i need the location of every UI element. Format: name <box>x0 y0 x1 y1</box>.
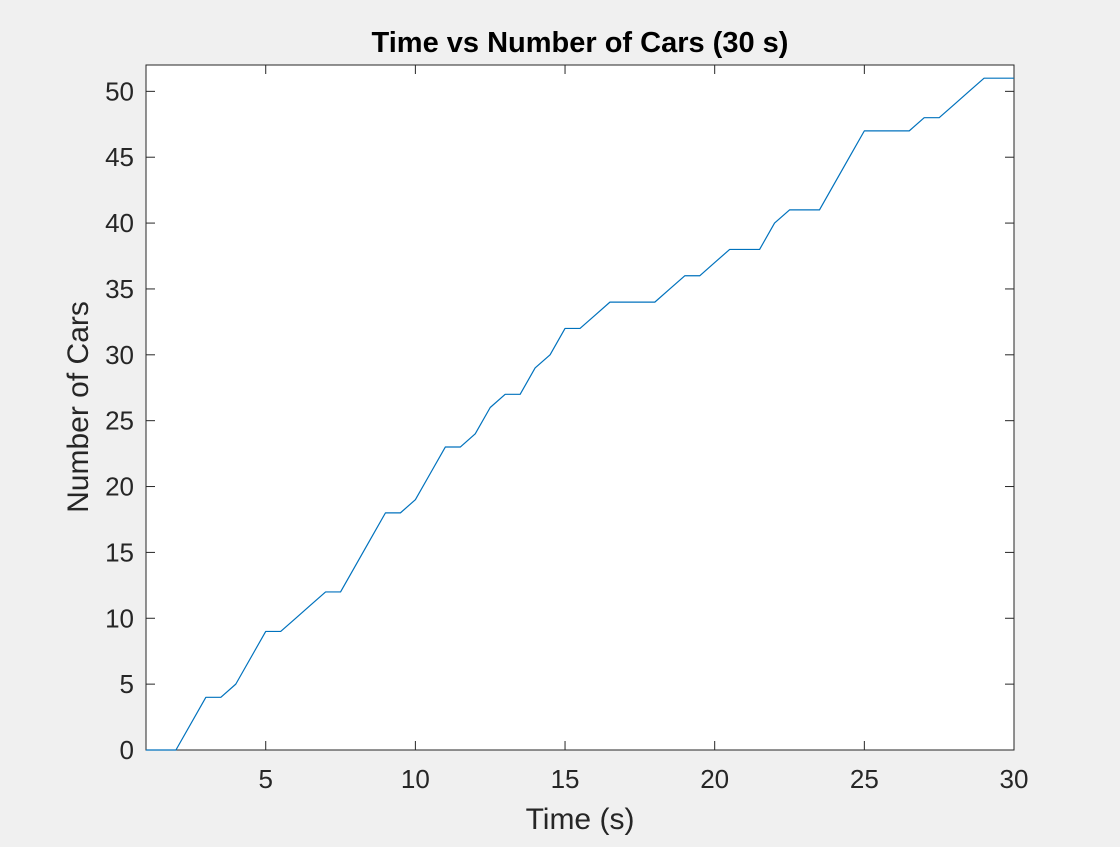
y-tick-label: 45 <box>105 142 134 172</box>
y-tick-label: 20 <box>105 472 134 502</box>
y-tick-label: 40 <box>105 208 134 238</box>
y-tick-label: 35 <box>105 274 134 304</box>
y-tick-label: 0 <box>120 735 134 765</box>
x-tick-label: 10 <box>401 764 430 794</box>
chart-title: Time vs Number of Cars (30 s) <box>372 27 789 59</box>
x-tick-label: 15 <box>551 764 580 794</box>
plot-area <box>145 64 1015 751</box>
x-axis-label: Time (s) <box>526 803 635 836</box>
y-tick-label: 10 <box>105 603 134 633</box>
tick-labels: 5 10 15 20 25 30 0 5 10 15 20 25 30 35 40 45 50 <box>105 76 1028 794</box>
y-tick-label: 25 <box>105 406 134 436</box>
y-tick-label: 15 <box>105 537 134 567</box>
series-line <box>146 77 1014 751</box>
y-tick-label: 5 <box>120 669 134 699</box>
x-tick-label: 5 <box>258 764 272 794</box>
y-tick-label: 50 <box>105 76 134 106</box>
y-axis-label: Number of Cars <box>62 301 95 513</box>
x-tick-label: 30 <box>1000 764 1029 794</box>
x-tick-label: 20 <box>700 764 729 794</box>
y-tick-label: 30 <box>105 340 134 370</box>
x-tick-label: 25 <box>850 764 879 794</box>
